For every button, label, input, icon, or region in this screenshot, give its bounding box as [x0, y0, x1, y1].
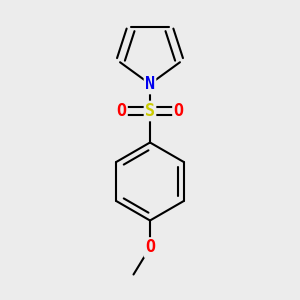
Text: S: S — [145, 102, 155, 120]
Text: O: O — [145, 238, 155, 256]
Text: O: O — [116, 102, 127, 120]
Text: O: O — [173, 102, 184, 120]
Text: N: N — [145, 75, 155, 93]
